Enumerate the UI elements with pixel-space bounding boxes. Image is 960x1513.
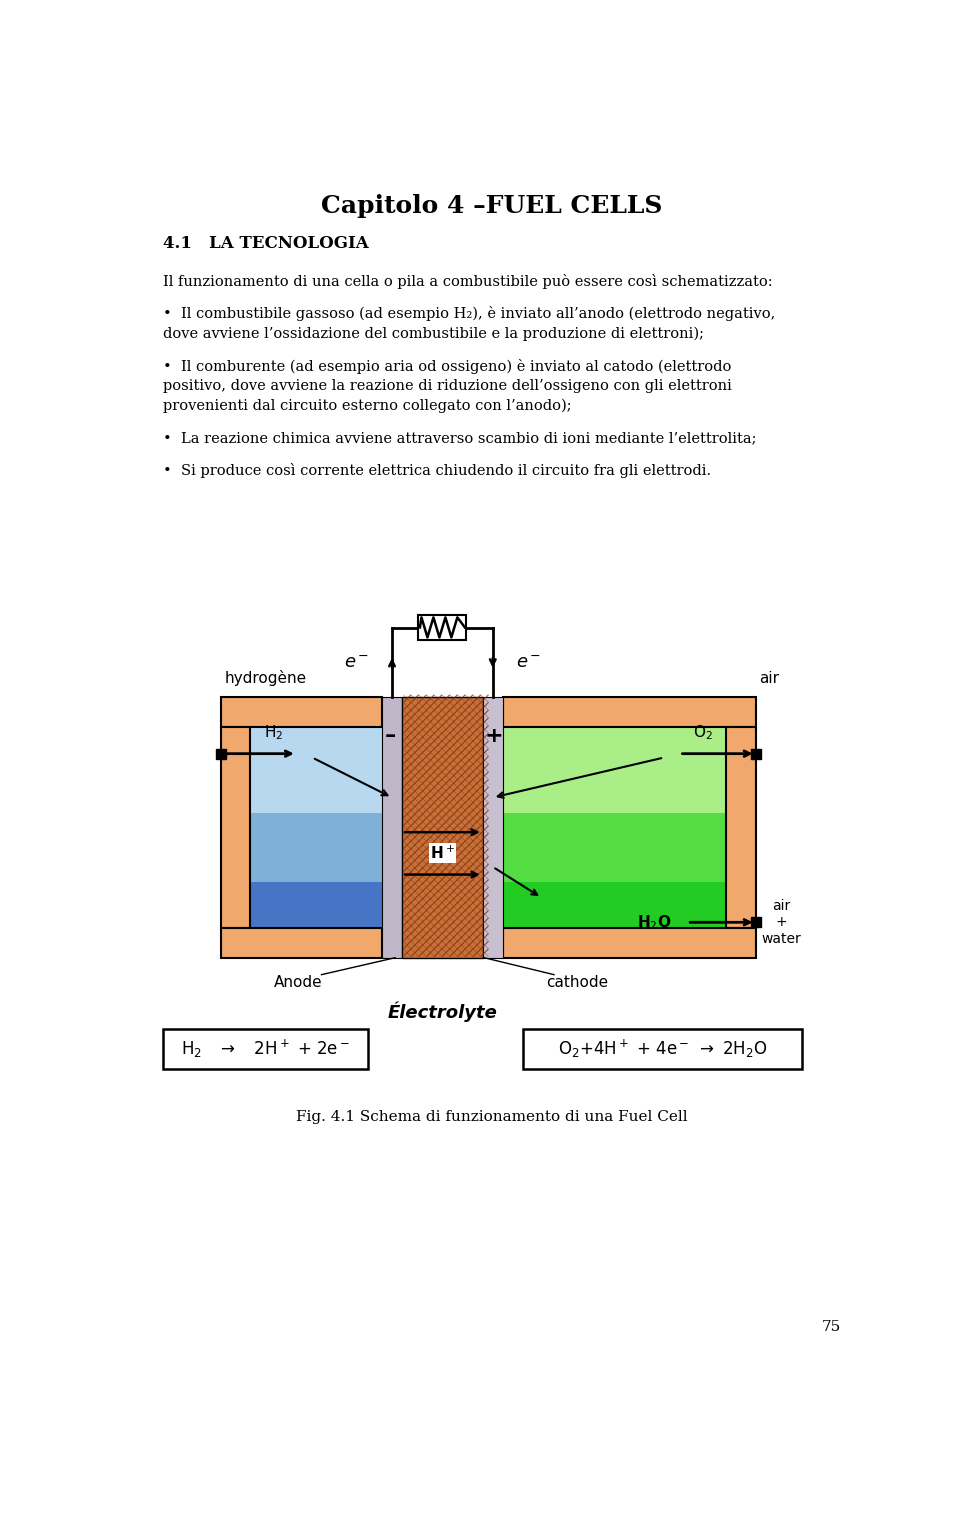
Text: Il funzionamento di una cella o pila a combustibile può essere così schematizzat: Il funzionamento di una cella o pila a c…	[162, 274, 772, 289]
Text: H$_2$O: H$_2$O	[637, 912, 672, 932]
Bar	[221, 697, 382, 726]
Text: O$_2$: O$_2$	[693, 723, 712, 741]
Bar	[221, 726, 251, 929]
Text: Anode: Anode	[274, 974, 323, 990]
Text: 4.1   LA TECNOLOGIA: 4.1 LA TECNOLOGIA	[162, 235, 369, 251]
Bar	[726, 726, 756, 929]
Bar	[523, 1029, 802, 1068]
Text: e$^-$: e$^-$	[516, 654, 541, 672]
Text: 75: 75	[822, 1319, 841, 1333]
Text: Électrolyte: Électrolyte	[388, 1002, 497, 1023]
Text: hydrogène: hydrogène	[225, 670, 307, 687]
Text: e$^-$: e$^-$	[344, 654, 369, 672]
Text: Fig. 4.1 Schema di funzionamento di una Fuel Cell: Fig. 4.1 Schema di funzionamento di una …	[297, 1111, 687, 1124]
Text: H$_2$   $\rightarrow$   2H$^+$ + 2e$^-$: H$_2$ $\rightarrow$ 2H$^+$ + 2e$^-$	[180, 1038, 349, 1059]
Text: •  La reazione chimica avviene attraverso scambio di ioni mediante l’elettrolita: • La reazione chimica avviene attraverso…	[162, 431, 756, 445]
Bar	[382, 697, 402, 958]
Bar	[251, 882, 382, 929]
Text: +: +	[485, 726, 504, 746]
Bar	[503, 726, 726, 812]
Text: air: air	[759, 670, 780, 685]
Text: provenienti dal circuito esterno collegato con l’anodo);: provenienti dal circuito esterno collega…	[162, 399, 571, 413]
Bar	[503, 697, 756, 726]
Text: H$^+$: H$^+$	[430, 844, 455, 862]
Text: •  Il comburente (ad esempio aria od ossigeno) è inviato al catodo (elettrodo: • Il comburente (ad esempio aria od ossi…	[162, 359, 731, 374]
Text: O$_2$+4H$^+$ + 4e$^-$ $\rightarrow$ 2H$_2$O: O$_2$+4H$^+$ + 4e$^-$ $\rightarrow$ 2H$_…	[558, 1038, 767, 1059]
Bar	[251, 812, 382, 882]
Text: dove avviene l’ossidazione del combustibile e la produzione di elettroni);: dove avviene l’ossidazione del combustib…	[162, 327, 704, 340]
Text: •  Il combustibile gassoso (ad esempio H₂), è inviato all’anodo (elettrodo negat: • Il combustibile gassoso (ad esempio H₂…	[162, 306, 775, 321]
Text: air
+
water: air + water	[761, 899, 802, 946]
Bar	[221, 929, 382, 958]
Bar	[402, 697, 483, 958]
Bar	[503, 812, 726, 882]
Bar	[503, 929, 756, 958]
Text: Capitolo 4 –FUEL CELLS: Capitolo 4 –FUEL CELLS	[322, 194, 662, 218]
Bar	[483, 697, 503, 958]
Text: positivo, dove avviene la reazione di riduzione dell’ossigeno con gli elettroni: positivo, dove avviene la reazione di ri…	[162, 378, 732, 393]
Text: cathode: cathode	[546, 974, 609, 990]
Bar	[162, 1029, 368, 1068]
Text: –: –	[385, 726, 396, 746]
Text: •  Si produce così corrente elettrica chiudendo il circuito fra gli elettrodi.: • Si produce così corrente elettrica chi…	[162, 463, 710, 478]
Bar	[419, 616, 467, 640]
Bar	[251, 726, 382, 812]
Bar	[503, 882, 726, 929]
Text: H$_2$: H$_2$	[264, 723, 283, 741]
